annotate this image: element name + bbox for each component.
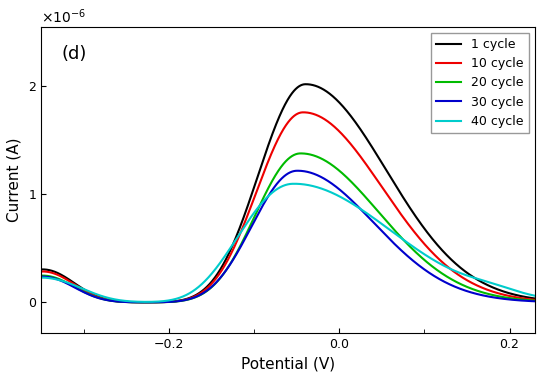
20 cycle [124,300,130,304]
30 cycle [143,300,150,305]
30 cycle [522,299,529,303]
40 cycle [38,275,45,280]
10 cycle [300,110,307,115]
10 cycle [124,300,130,304]
30 cycle [469,291,476,295]
40 cycle [94,293,101,297]
10 cycle [532,297,538,302]
1 cycle [143,300,150,305]
40 cycle [532,293,538,298]
40 cycle [124,299,130,303]
30 cycle [94,296,101,300]
10 cycle [228,252,234,256]
30 cycle [124,300,130,304]
1 cycle [94,294,101,299]
20 cycle [94,295,101,300]
10 cycle [249,201,256,205]
20 cycle [38,273,45,278]
1 cycle [532,296,538,301]
1 cycle [469,274,476,279]
30 cycle [228,261,234,265]
40 cycle [291,181,298,186]
40 cycle [522,291,529,296]
40 cycle [228,245,234,249]
10 cycle [94,295,101,299]
10 cycle [143,300,150,305]
20 cycle [298,151,304,156]
30 cycle [294,169,301,173]
1 cycle [249,190,256,195]
30 cycle [249,223,256,227]
Line: 10 cycle: 10 cycle [42,112,535,302]
10 cycle [38,269,45,274]
1 cycle [302,82,309,87]
20 cycle [228,260,234,265]
Line: 1 cycle: 1 cycle [42,84,535,302]
Text: (d): (d) [61,45,87,63]
1 cycle [38,267,45,272]
20 cycle [469,287,476,291]
40 cycle [143,300,150,304]
X-axis label: Potential (V): Potential (V) [241,356,335,371]
Line: 40 cycle: 40 cycle [42,184,535,302]
20 cycle [144,300,150,305]
30 cycle [38,274,45,279]
1 cycle [228,247,234,251]
10 cycle [469,281,476,285]
40 cycle [249,213,256,217]
Line: 20 cycle: 20 cycle [42,153,535,302]
1 cycle [124,300,130,304]
Line: 30 cycle: 30 cycle [42,171,535,302]
Y-axis label: Current (A): Current (A) [7,138,22,222]
20 cycle [532,298,538,303]
1 cycle [522,295,529,299]
30 cycle [532,299,538,304]
20 cycle [249,219,256,223]
40 cycle [469,275,476,280]
10 cycle [522,296,529,301]
Legend: 1 cycle, 10 cycle, 20 cycle, 30 cycle, 40 cycle: 1 cycle, 10 cycle, 20 cycle, 30 cycle, 4… [431,33,529,133]
20 cycle [522,298,529,302]
